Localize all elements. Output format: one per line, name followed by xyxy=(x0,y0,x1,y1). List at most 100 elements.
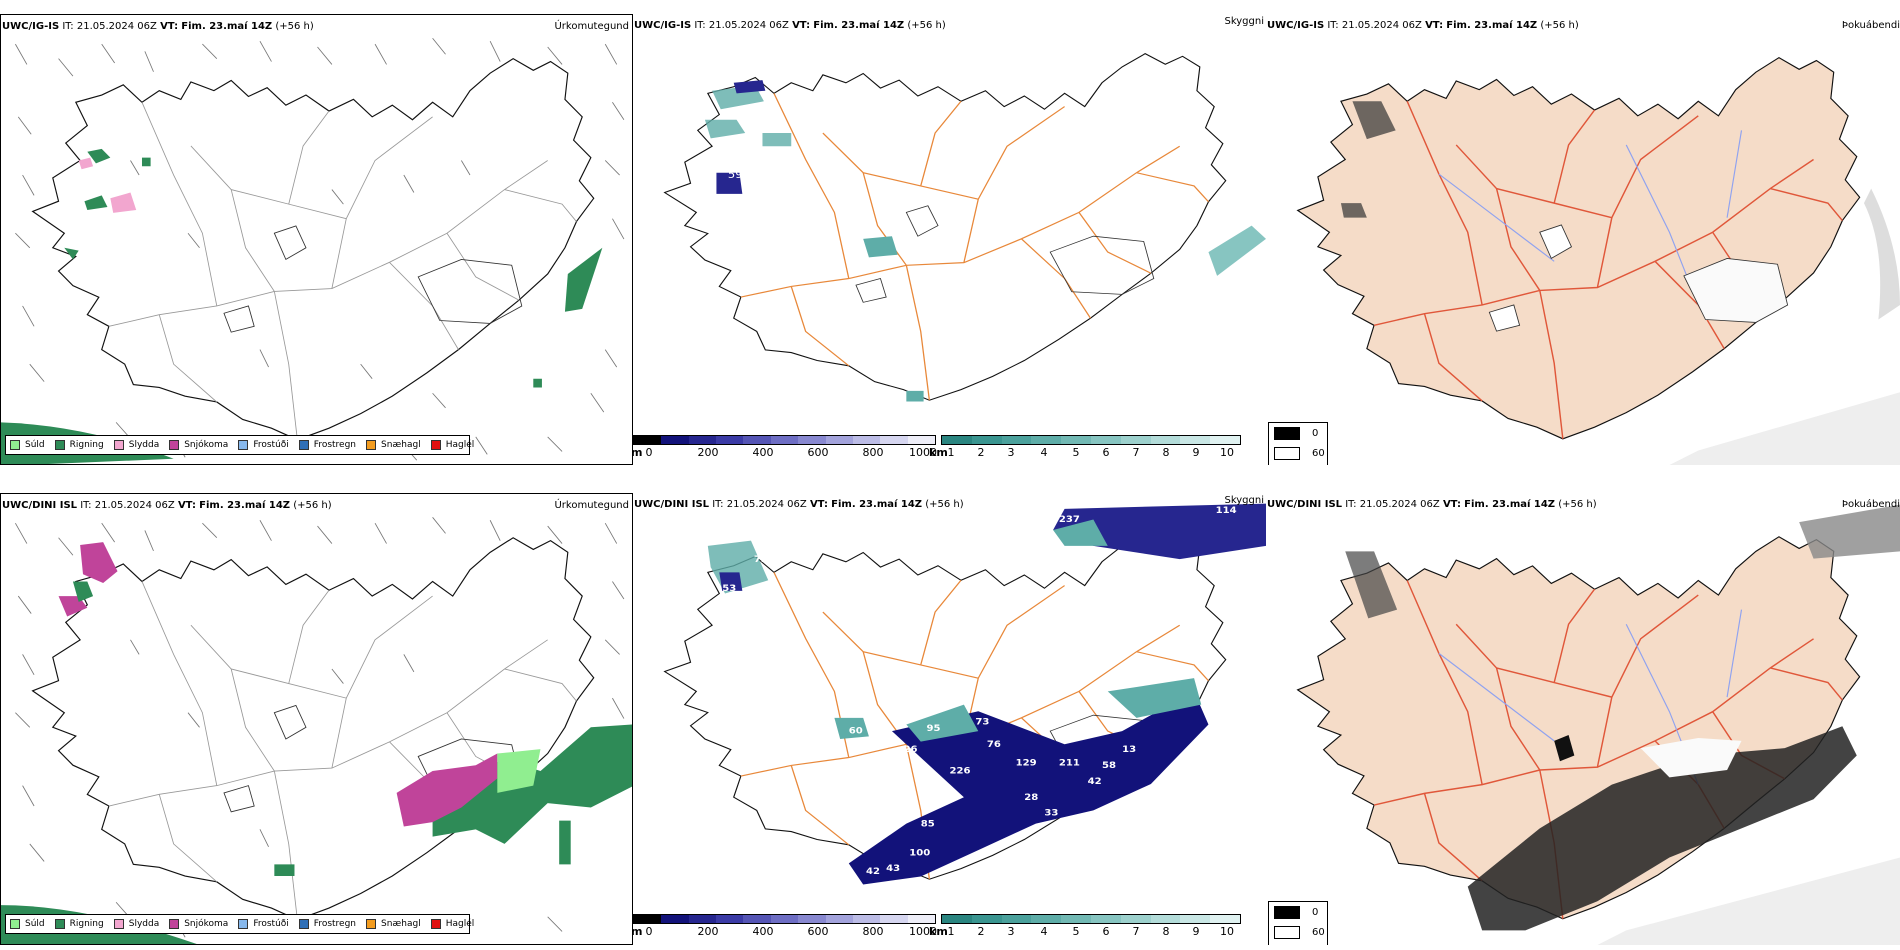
legend-swatch xyxy=(10,440,20,450)
scale-unit: m xyxy=(633,925,643,938)
vis-label: 60 xyxy=(849,726,863,737)
panel-header: UWC/IG-IS IT: 21.05.2024 06Z VT: Fim. 23… xyxy=(2,21,314,32)
legend-swatch xyxy=(113,440,124,450)
scale-ticks: 1 2 3 4 5 6 7 8 9 10 xyxy=(947,925,1235,938)
legend-swatch xyxy=(54,919,65,929)
panel-title: Skyggni xyxy=(1224,16,1264,27)
vis-label: 33 xyxy=(1044,808,1058,819)
vis-label: 72 xyxy=(754,554,768,565)
panel-title: Úrkomutegund xyxy=(554,21,629,32)
vis-label: 42 xyxy=(866,866,880,877)
legend-item: Frostregn xyxy=(298,919,356,929)
scale-cells xyxy=(941,435,1241,445)
legend-swatch xyxy=(54,440,65,450)
vis-label: 58 xyxy=(1102,760,1116,771)
legend-item: Slydda xyxy=(113,440,159,450)
visibility-map-top: 59 xyxy=(663,52,1266,402)
vis-label: 85 xyxy=(921,819,935,830)
legend-item: Haglél xyxy=(430,919,474,929)
legend-item: Súld xyxy=(10,440,45,450)
legend-swatch xyxy=(298,440,309,450)
legend-item: Snæhagl xyxy=(366,919,421,929)
vis-label: 63 xyxy=(935,797,949,808)
fog-key-row: 0 xyxy=(1269,902,1327,922)
vis-label: 42 xyxy=(1088,776,1102,787)
vis-scale-m: m 0 200 400 600 800 1000 xyxy=(633,914,938,938)
vis-label: 95 xyxy=(926,723,940,734)
legend-swatch xyxy=(238,440,249,450)
scale-ticks: 1 2 3 4 5 6 7 8 9 10 xyxy=(947,446,1235,459)
fog-key: 0 60 xyxy=(1268,901,1328,945)
vis-scale-m: m 0 200 400 600 800 1000 xyxy=(633,435,938,459)
vis-label: 114 xyxy=(1216,505,1237,516)
visibility-panel-top: UWC/IG-IS IT: 21.05.2024 06Z VT: Fim. 23… xyxy=(633,14,1266,465)
fog-panel-top: UWC/IG-IS IT: 21.05.2024 06Z VT: Fim. 23… xyxy=(1266,14,1900,465)
precip-panel-bottom: UWC/DINI ISL IT: 21.05.2024 06Z VT: Fim.… xyxy=(0,493,633,945)
vis-label: 59 xyxy=(728,168,743,180)
vis-label: 28 xyxy=(1024,792,1038,803)
fog-map-bottom xyxy=(1296,504,1900,945)
panel-title: Þokuábendi xyxy=(1841,20,1900,31)
precip-map-bottom xyxy=(1,517,632,944)
panel-header: UWC/IG-IS IT: 21.05.2024 06Z VT: Fim. 23… xyxy=(634,20,946,31)
fog-map-top xyxy=(1296,56,1900,465)
visibility-panel-bottom: UWC/DINI ISL IT: 21.05.2024 06Z VT: Fim.… xyxy=(633,493,1266,945)
legend-item: Frostregn xyxy=(298,440,356,450)
legend-swatch xyxy=(169,440,180,450)
panel-title: Skyggni xyxy=(1224,495,1264,506)
vis-label: 53 xyxy=(722,583,736,594)
legend-item: Slydda xyxy=(113,919,159,929)
vis-label: 237 xyxy=(1059,514,1080,525)
scale-cells xyxy=(633,914,936,924)
legend-swatch xyxy=(430,440,441,450)
vis-scale-km: km 1 2 3 4 5 6 7 8 9 10 xyxy=(929,435,1241,459)
legend-item: Frostúði xyxy=(238,919,289,929)
legend-item: Haglél xyxy=(430,440,474,450)
legend-item: Rigning xyxy=(54,440,104,450)
legend-swatch xyxy=(10,919,20,929)
vis-label: 129 xyxy=(1016,758,1037,769)
legend-item: Rigning xyxy=(54,919,104,929)
scale-cells xyxy=(941,914,1241,924)
fog-panel-bottom: UWC/DINI ISL IT: 21.05.2024 06Z VT: Fim.… xyxy=(1266,493,1900,945)
panel-header: UWC/DINI ISL IT: 21.05.2024 06Z VT: Fim.… xyxy=(2,500,332,511)
vis-label: 226 xyxy=(950,766,971,777)
legend-item: Snjókoma xyxy=(169,440,228,450)
fog-key-row: 0 xyxy=(1269,423,1327,443)
panel-header: UWC/DINI ISL IT: 21.05.2024 06Z VT: Fim.… xyxy=(1267,499,1597,510)
legend-swatch xyxy=(430,919,441,929)
legend-item: Súld xyxy=(10,919,45,929)
scale-ticks: 0 200 400 600 800 1000 xyxy=(645,446,938,459)
fog-key: 0 60 xyxy=(1268,422,1328,465)
scale-unit: m xyxy=(633,446,643,459)
precip-legend: Súld Rigning Slydda Snjókoma Frostúði Fr… xyxy=(5,914,474,934)
vis-label: 26 xyxy=(903,745,917,756)
vis-label: 73 xyxy=(975,717,989,728)
legend-swatch xyxy=(113,919,124,929)
visibility-map-bottom: 237 114 72 53 95 73 60 26 76 129 211 226… xyxy=(663,503,1266,885)
legend-swatch xyxy=(366,919,377,929)
scale-unit: km xyxy=(929,446,948,459)
legend-swatch xyxy=(238,919,249,929)
precip-legend: Súld Rigning Slydda Snjókoma Frostúði Fr… xyxy=(5,435,474,455)
panel-title: Þokuábendi xyxy=(1841,499,1900,510)
scale-ticks: 0 200 400 600 800 1000 xyxy=(645,925,938,938)
legend-swatch xyxy=(169,919,180,929)
scale-unit: km xyxy=(929,925,948,938)
legend-swatch xyxy=(366,440,377,450)
vis-scale-km: km 1 2 3 4 5 6 7 8 9 10 xyxy=(929,914,1241,938)
fog-key-row: 60 xyxy=(1269,443,1327,463)
scale-cells xyxy=(633,435,936,445)
legend-item: Snjókoma xyxy=(169,919,228,929)
vis-label: 13 xyxy=(1122,745,1136,756)
vis-label: 100 xyxy=(909,848,930,859)
precip-panel-top: UWC/IG-IS IT: 21.05.2024 06Z VT: Fim. 23… xyxy=(0,14,633,465)
vis-label: 43 xyxy=(886,864,900,875)
legend-item: Frostúði xyxy=(238,440,289,450)
panel-header: UWC/DINI ISL IT: 21.05.2024 06Z VT: Fim.… xyxy=(634,499,964,510)
panel-title: Úrkomutegund xyxy=(554,500,629,511)
legend-swatch xyxy=(298,919,309,929)
vis-label: 76 xyxy=(987,739,1001,750)
panel-header: UWC/IG-IS IT: 21.05.2024 06Z VT: Fim. 23… xyxy=(1267,20,1579,31)
precip-map-top xyxy=(1,38,625,464)
